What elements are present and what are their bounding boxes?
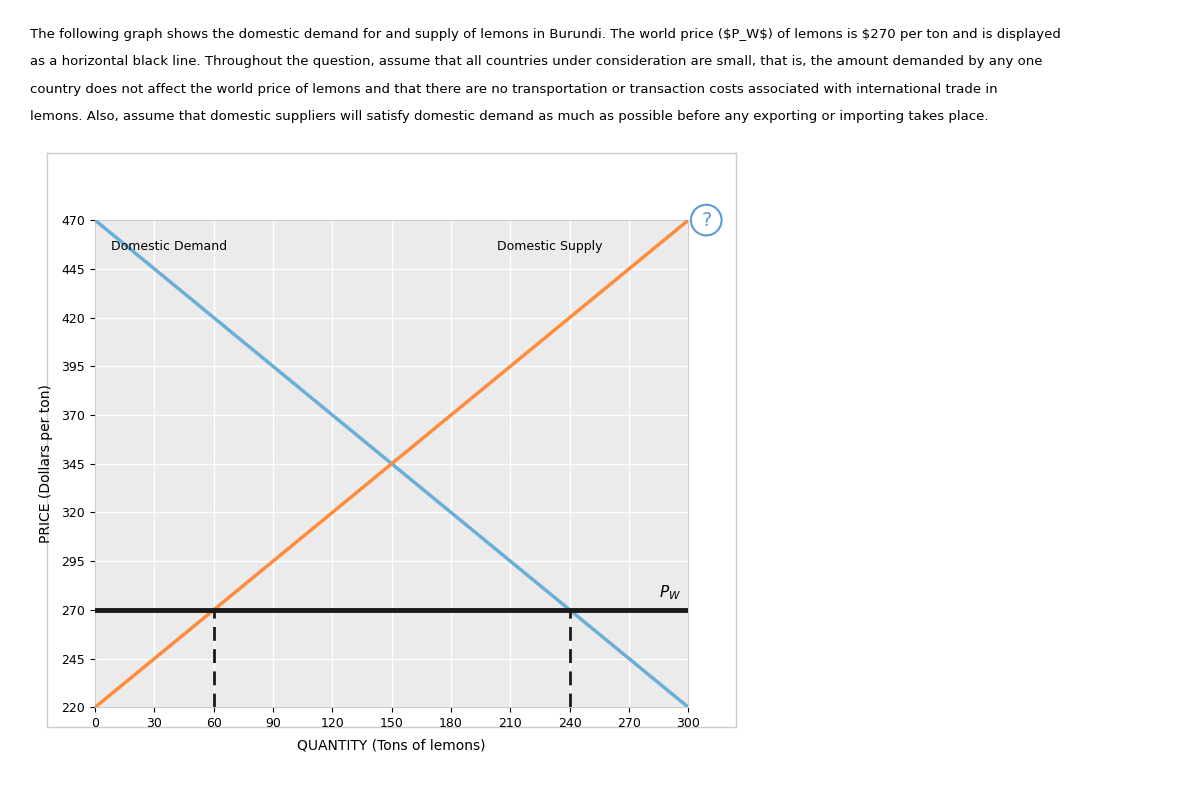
Text: Domestic Demand: Domestic Demand (110, 240, 227, 252)
Text: ?: ? (702, 211, 711, 230)
Text: country does not affect the world price of lemons and that there are no transpor: country does not affect the world price … (30, 83, 997, 96)
Text: lemons. Also, assume that domestic suppliers will satisfy domestic demand as muc: lemons. Also, assume that domestic suppl… (30, 110, 988, 123)
X-axis label: QUANTITY (Tons of lemons): QUANTITY (Tons of lemons) (298, 739, 485, 752)
Text: $P_W$: $P_W$ (659, 583, 681, 602)
Y-axis label: PRICE (Dollars per ton): PRICE (Dollars per ton) (39, 384, 53, 543)
Text: Domestic Supply: Domestic Supply (496, 240, 602, 252)
Text: The following graph shows the domestic demand for and supply of lemons in Burund: The following graph shows the domestic d… (30, 28, 1060, 41)
Text: as a horizontal black line. Throughout the question, assume that all countries u: as a horizontal black line. Throughout t… (30, 55, 1042, 68)
